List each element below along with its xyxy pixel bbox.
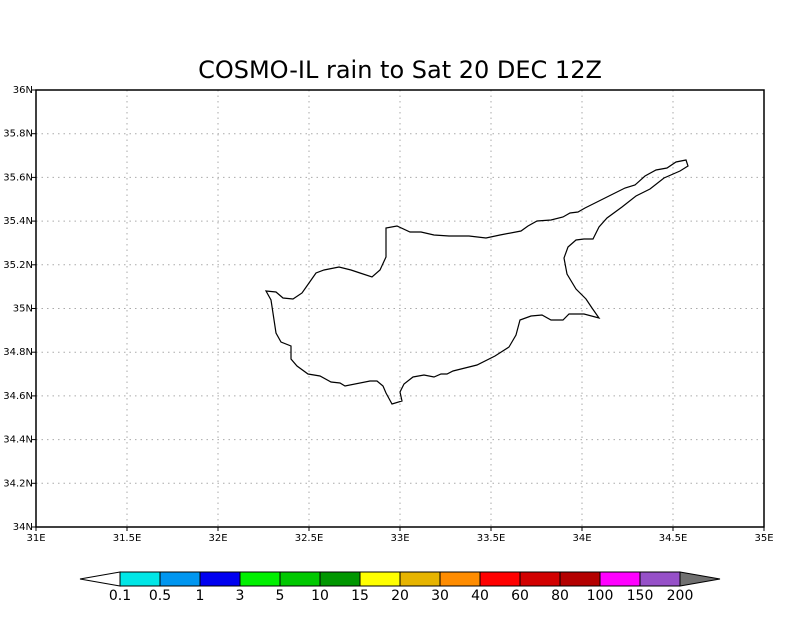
map-title: COSMO-IL rain to Sat 20 DEC 12Z xyxy=(198,56,602,84)
x-tick-label: 32.5E xyxy=(295,533,324,544)
colorbar-label: 1 xyxy=(196,588,205,604)
y-tick-label: 35.6N xyxy=(3,172,33,183)
colorbar-swatch xyxy=(359,571,401,587)
x-tick-label: 31E xyxy=(26,533,45,544)
grid xyxy=(35,89,765,528)
colorbar-swatch xyxy=(599,571,641,587)
x-tick-label: 34.5E xyxy=(659,533,688,544)
colorbar: 0.1 0.5 1 3 5 10 15 20 30 40 60 80 100 150 200 xyxy=(79,571,721,604)
colorbar-over xyxy=(679,571,721,587)
y-tick-label: 34.2N xyxy=(3,478,33,489)
colorbar-label: 200 xyxy=(667,588,694,604)
colorbar-swatch xyxy=(239,571,281,587)
y-tick-label: 36N xyxy=(13,85,33,96)
colorbar-label: 10 xyxy=(311,588,329,604)
colorbar-label: 0.1 xyxy=(109,588,131,604)
y-tick-label: 34.4N xyxy=(3,435,33,446)
colorbar-label: 40 xyxy=(471,588,489,604)
colorbar-swatch xyxy=(319,571,361,587)
x-tick-label: 34E xyxy=(572,533,591,544)
colorbar-swatch xyxy=(479,571,521,587)
y-tick-label: 34N xyxy=(13,522,33,533)
colorbar-under xyxy=(79,571,121,587)
y-tick-label: 34.8N xyxy=(3,347,33,358)
coastline xyxy=(264,159,689,405)
x-tick-label: 33E xyxy=(390,533,409,544)
colorbar-swatch xyxy=(399,571,441,587)
colorbar-swatch xyxy=(199,571,241,587)
colorbar-swatch xyxy=(559,571,601,587)
y-tick-label: 35.2N xyxy=(3,260,33,271)
colorbar-swatch xyxy=(519,571,561,587)
x-tick-label: 35E xyxy=(754,533,773,544)
colorbar-label: 20 xyxy=(391,588,409,604)
colorbar-swatch xyxy=(439,571,481,587)
colorbar-label: 150 xyxy=(627,588,654,604)
colorbar-swatch xyxy=(119,571,161,587)
y-tick-label: 35.4N xyxy=(3,216,33,227)
x-tick-label: 33.5E xyxy=(477,533,506,544)
colorbar-label: 100 xyxy=(587,588,614,604)
colorbar-swatch xyxy=(159,571,201,587)
colorbar-label: 60 xyxy=(511,588,529,604)
colorbar-label: 5 xyxy=(276,588,285,604)
x-tick-label: 32E xyxy=(208,533,227,544)
colorbar-label: 0.5 xyxy=(149,588,171,604)
colorbar-swatch xyxy=(279,571,321,587)
y-tick-label: 35.8N xyxy=(3,129,33,140)
colorbar-label: 80 xyxy=(551,588,569,604)
colorbar-label: 3 xyxy=(236,588,245,604)
x-tick-label: 31.5E xyxy=(113,533,142,544)
colorbar-label: 15 xyxy=(351,588,369,604)
colorbar-label: 30 xyxy=(431,588,449,604)
y-tick-label: 35N xyxy=(13,304,33,315)
colorbar-swatch xyxy=(639,571,681,587)
y-tick-label: 34.6N xyxy=(3,391,33,402)
